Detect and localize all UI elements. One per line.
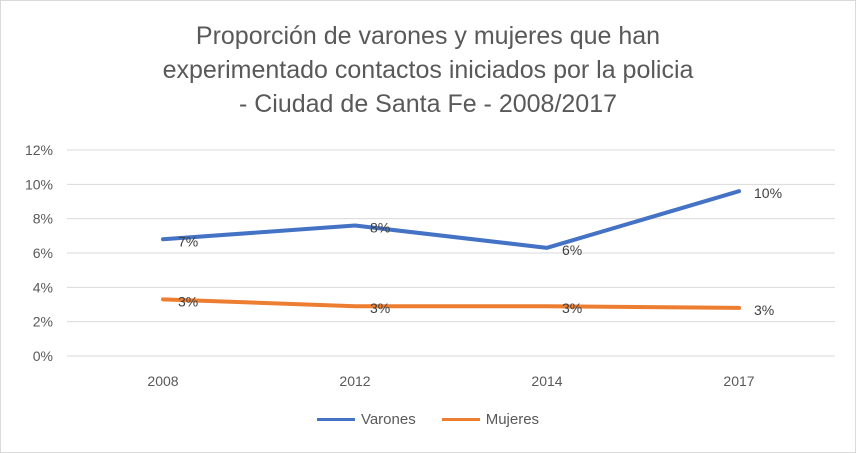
chart-title-line-2: experimentado contactos iniciados por la… — [162, 56, 694, 84]
data-label: 3% — [178, 293, 198, 309]
chart-title: Proporción de varones y mujeres que han … — [1, 19, 855, 121]
x-tick-label: 2014 — [531, 373, 562, 389]
y-tick-label: 2% — [33, 314, 53, 330]
legend-item-mujeres: Mujeres — [441, 411, 540, 428]
y-tick-label: 0% — [33, 348, 53, 364]
data-label: 10% — [754, 185, 782, 201]
data-label: 7% — [178, 233, 198, 249]
data-label: 3% — [370, 300, 390, 316]
legend-swatch-mujeres — [441, 418, 480, 421]
x-tick-label: 2017 — [723, 373, 754, 389]
x-tick-label: 2008 — [147, 373, 178, 389]
data-label: 3% — [562, 300, 582, 316]
series-line-mujeres — [161, 297, 741, 310]
legend-label-mujeres: Mujeres — [485, 411, 540, 428]
chart-title-line-1: Proporción de varones y mujeres que han — [195, 22, 661, 50]
y-tick-label: 8% — [33, 211, 53, 227]
x-tick-label: 2012 — [339, 373, 370, 389]
legend-swatch-varones — [316, 418, 355, 421]
y-tick-label: 6% — [33, 245, 53, 261]
legend: Varones Mujeres — [1, 411, 855, 428]
chart-title-line-3: - Ciudad de Santa Fe - 2008/2017 — [238, 90, 618, 118]
y-tick-label: 12% — [25, 142, 53, 158]
data-label: 8% — [370, 220, 390, 236]
legend-item-varones: Varones — [316, 411, 416, 428]
y-tick-label: 10% — [25, 176, 53, 192]
data-label: 3% — [754, 302, 774, 318]
data-label: 6% — [562, 242, 582, 258]
series-line-varones — [161, 189, 741, 250]
y-tick-label: 4% — [33, 279, 53, 295]
legend-label-varones: Varones — [360, 411, 416, 428]
